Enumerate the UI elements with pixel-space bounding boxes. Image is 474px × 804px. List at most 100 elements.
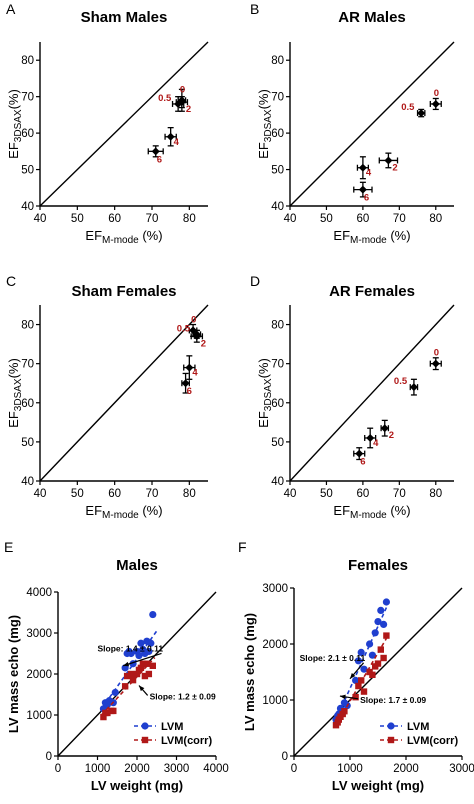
legend-label: LVM — [407, 721, 429, 733]
x-axis-label-subscript: M-mode — [350, 510, 387, 521]
lvm-corr-point — [100, 713, 107, 721]
x-axis-label-subscript: M-mode — [102, 235, 139, 246]
lvm-point — [357, 648, 365, 657]
lvm-corr-point — [369, 671, 376, 678]
x-tick-label: 60 — [108, 213, 121, 225]
point-label: 4 — [192, 368, 198, 379]
x-tick-label: 3000 — [449, 763, 474, 775]
y-axis-label-unit: (%) — [256, 358, 271, 378]
identity-line — [289, 41, 455, 207]
diamond-marker — [417, 109, 426, 118]
panel-title: AR Females — [329, 283, 415, 300]
x-tick-label: 70 — [393, 488, 406, 500]
lvm-corr-point — [129, 676, 137, 684]
lvm-point — [147, 639, 155, 647]
x-tick-label: 4000 — [203, 763, 229, 775]
data-point: 4 — [164, 126, 180, 148]
slope-annotation: Slope: 1.2 ± 0.09 — [150, 691, 216, 701]
y-tick-label: 60 — [21, 128, 34, 140]
diamond-marker — [409, 383, 418, 392]
identity-line — [289, 304, 455, 482]
diamond-marker — [166, 132, 175, 141]
slope-annotation: Slope: 1.7 ± 0.09 — [360, 695, 426, 705]
diamond-marker — [384, 156, 393, 165]
x-axis-label-unit: (%) — [387, 228, 411, 243]
arrow-head — [350, 673, 356, 679]
data-point: 0 — [429, 348, 442, 371]
x-tick-label: 2000 — [393, 763, 419, 775]
lvm-point — [377, 606, 385, 615]
y-tick-label: 40 — [271, 201, 284, 213]
y-axis-label-unit: (%) — [6, 358, 21, 378]
lvm-point — [374, 618, 382, 626]
panel-title: AR Males — [338, 9, 406, 26]
panel-title: Sham Males — [81, 9, 168, 26]
series-lvm — [99, 610, 158, 713]
x-tick-label: 80 — [183, 488, 196, 500]
y-axis-label: EF3DSAX(%) — [256, 358, 274, 428]
x-axis-label-unit: (%) — [139, 503, 163, 518]
x-axis-label-subscript: M-mode — [102, 510, 139, 521]
diamond-marker — [185, 363, 194, 372]
point-label: 6 — [360, 457, 365, 468]
point-label: 0 — [434, 88, 439, 99]
y-tick-label: 3000 — [262, 583, 288, 595]
data-point: 4 — [364, 427, 379, 449]
y-axis-label-subscript: 3DSAX — [13, 109, 24, 142]
lvm-corr-point — [139, 660, 147, 667]
lvm-point — [360, 665, 368, 673]
lvm-point — [352, 676, 360, 685]
identity-line — [293, 587, 463, 757]
lvm-corr-point — [121, 683, 129, 690]
point-label: 0.5 — [394, 376, 408, 387]
lvm-corr-point — [123, 672, 131, 680]
data-point: 6 — [353, 181, 373, 204]
y-tick-label: 40 — [21, 476, 34, 488]
panel-title: Males — [116, 557, 158, 574]
point-label: 0 — [191, 314, 196, 325]
diamond-marker — [181, 379, 190, 388]
point-label: 0 — [434, 348, 439, 359]
series-lvm-corr — [100, 657, 156, 721]
lvm-corr-point — [360, 688, 368, 695]
x-axis-label: EFM-mode (%) — [333, 503, 410, 521]
y-axis-label-subscript: 3DSAX — [263, 378, 274, 411]
diamond-marker — [431, 99, 440, 108]
lvm-point — [145, 647, 153, 656]
y-axis-label-main: EF — [256, 142, 271, 159]
annotation-arrow — [122, 652, 162, 667]
y-tick-label: 2000 — [26, 669, 52, 681]
y-tick-label: 80 — [271, 320, 284, 332]
y-axis-label: EF3DSAX(%) — [6, 89, 24, 159]
data-point: 6 — [181, 372, 192, 397]
data-point: 6 — [147, 145, 164, 165]
x-tick-label: 60 — [356, 488, 369, 500]
x-axis-label-main: EF — [85, 228, 102, 243]
series-lvm — [332, 598, 390, 724]
y-tick-label: 70 — [271, 359, 284, 371]
lvm-point — [371, 629, 379, 637]
y-tick-label: 70 — [21, 359, 34, 371]
lvm-point — [149, 610, 157, 619]
legend: LVM LVM(corr) — [134, 721, 212, 747]
y-tick-label: 50 — [271, 165, 284, 177]
data-point: 0.5 — [394, 376, 419, 396]
x-tick-label: 60 — [108, 488, 121, 500]
x-axis-label-unit: (%) — [387, 503, 411, 518]
slope-annotation: Slope: 2.1 ± 0.11 — [300, 653, 366, 663]
y-tick-label: 80 — [21, 320, 34, 332]
diamond-marker — [192, 332, 201, 341]
point-label: 6 — [157, 154, 162, 165]
legend: LVM LVM(corr) — [380, 721, 458, 747]
y-axis-label-unit: (%) — [6, 89, 21, 109]
x-tick-label: 1000 — [337, 763, 363, 775]
point-label: 2 — [389, 430, 394, 441]
x-tick-label: 0 — [55, 763, 61, 775]
lvm-corr-point — [110, 707, 117, 715]
y-tick-label: 2000 — [262, 639, 288, 651]
point-label: 4 — [373, 438, 379, 449]
x-tick-label: 70 — [393, 213, 406, 225]
diamond-marker — [177, 98, 186, 107]
